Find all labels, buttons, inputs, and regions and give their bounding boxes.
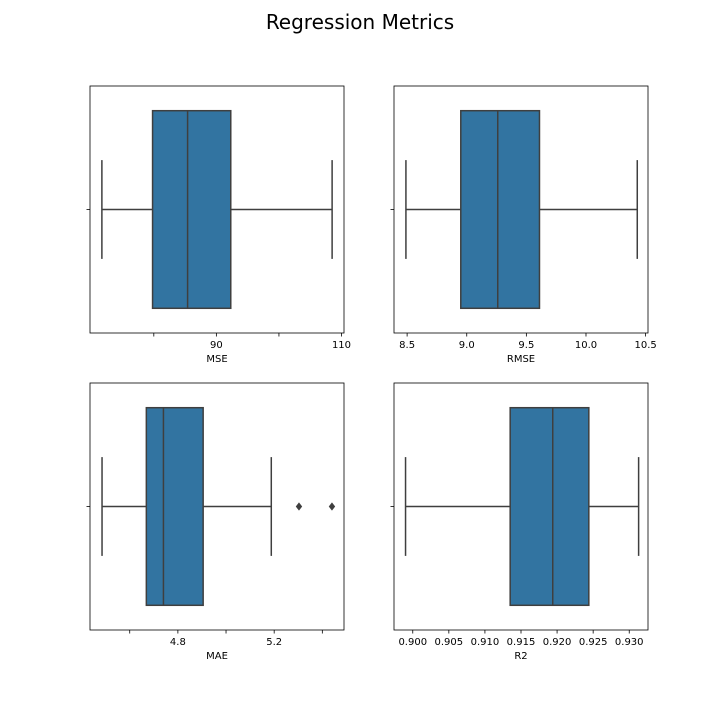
x-tick-label: 0.910 bbox=[471, 637, 500, 648]
subplot-r2: 0.900 0.905 0.910 0.915 0.920 0.925 0.930 R2 bbox=[390, 382, 649, 662]
x-tick-label: 5.2 bbox=[266, 637, 282, 648]
x-axis-label: RMSE bbox=[507, 354, 535, 365]
x-tick-label: 0.915 bbox=[507, 637, 536, 648]
iqr-box bbox=[460, 109, 541, 310]
x-tick-label: 9.0 bbox=[459, 340, 475, 351]
subplot-mse: 90 110 MSE bbox=[86, 85, 351, 365]
iqr-box bbox=[151, 109, 232, 310]
x-tick-label: 0.930 bbox=[615, 637, 644, 648]
iqr-box bbox=[509, 406, 590, 607]
subplot-mae: 4.8 5.2 MAE bbox=[86, 382, 345, 662]
outlier-point bbox=[328, 502, 336, 511]
x-tick-label: 8.5 bbox=[399, 340, 415, 351]
outlier-point bbox=[295, 502, 303, 511]
x-tick-label: 10.5 bbox=[634, 340, 656, 351]
x-tick-label: 0.925 bbox=[579, 637, 608, 648]
x-tick-label: 9.5 bbox=[518, 340, 534, 351]
x-tick-label: 0.905 bbox=[435, 637, 464, 648]
x-tick-label: 110 bbox=[332, 340, 351, 351]
figure-title: Regression Metrics bbox=[265, 10, 455, 34]
x-tick-label: 90 bbox=[210, 340, 223, 351]
x-tick-label: 4.8 bbox=[170, 637, 186, 648]
subplot-rmse: 8.5 9.0 9.5 10.0 10.5 RMSE bbox=[390, 85, 657, 365]
x-axis-label: MAE bbox=[206, 651, 228, 662]
x-tick-label: 0.920 bbox=[543, 637, 572, 648]
x-tick-label: 0.900 bbox=[398, 637, 427, 648]
x-tick-label: 10.0 bbox=[575, 340, 597, 351]
iqr-box bbox=[145, 406, 204, 607]
x-axis-label: R2 bbox=[514, 651, 527, 662]
x-axis-label: MSE bbox=[206, 354, 227, 365]
